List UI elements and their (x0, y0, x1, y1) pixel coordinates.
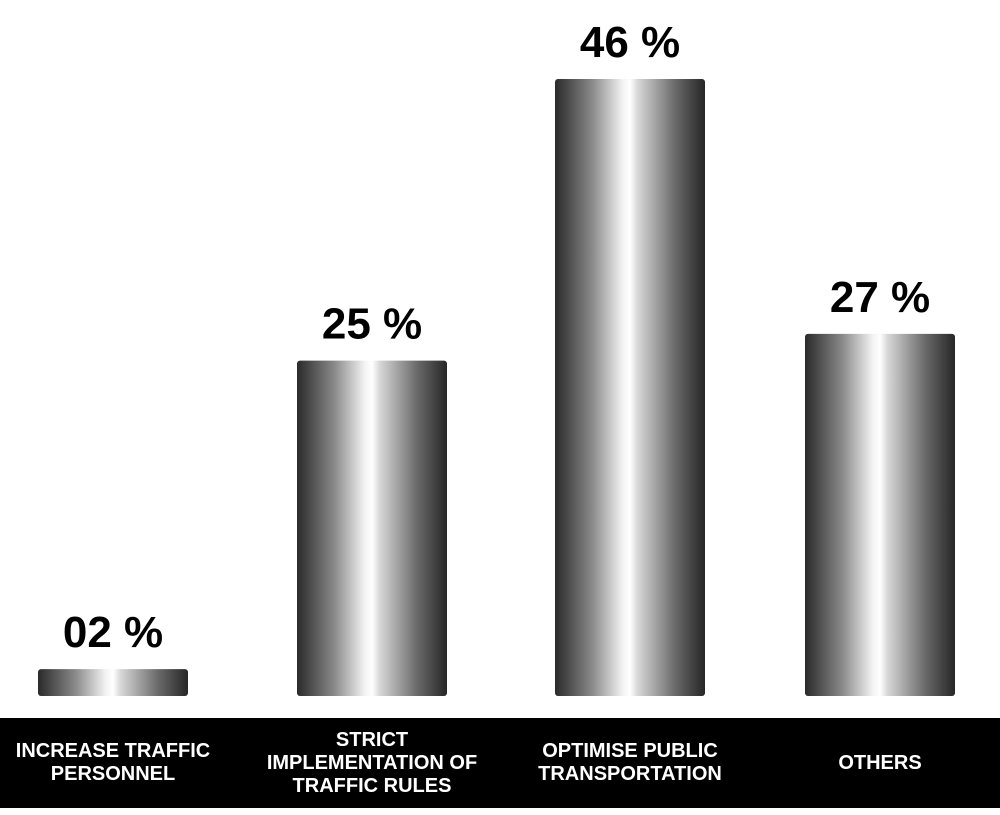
x-tick-label: OPTIMISE PUBLIC TRANSPORTATION (538, 740, 722, 785)
x-tick-label: OTHERS (838, 751, 922, 774)
value-label: 46 % (580, 18, 680, 67)
x-tick-label: STRICT IMPLEMENTATION OF TRAFFIC RULES (266, 728, 478, 797)
value-label: 27 % (830, 273, 930, 322)
bar (805, 333, 955, 696)
value-label: 25 % (322, 300, 422, 349)
x-tick-label: INCREASE TRAFFIC PERSONNEL (15, 740, 211, 785)
category-band (0, 718, 1000, 808)
value-label: 02 % (63, 608, 163, 657)
bar (555, 79, 705, 696)
bar (38, 669, 188, 696)
bar (297, 360, 447, 696)
